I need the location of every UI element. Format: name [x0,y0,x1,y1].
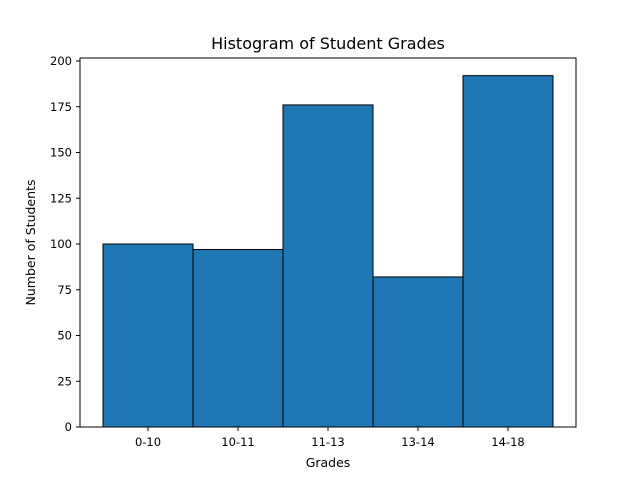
bar-13-14 [372,276,464,428]
y-ticks-group: 0 25 50 75 100 125 150 175 200 [50,54,80,434]
x-ticks-group: 0-10 10-11 11-13 13-14 14-18 [135,427,525,449]
bar-14-18 [462,75,554,428]
bar-0-10 [102,243,194,428]
y-tick-label: 175 [50,100,72,114]
plot-frame [79,57,577,428]
y-tick-label: 100 [50,237,72,251]
y-tick-label: 150 [50,146,72,160]
x-axis-label: Grades [306,455,351,470]
x-tick-label: 0-10 [135,435,161,449]
y-tick-label: 0 [65,420,72,434]
y-tick-label: 50 [57,329,72,343]
x-tick-label: 13-14 [401,435,434,449]
x-tick-label: 10-11 [221,435,254,449]
x-tick-label: 11-13 [311,435,344,449]
chart-title: Histogram of Student Grades [211,34,445,53]
y-tick-label: 125 [50,191,72,205]
y-tick-label: 25 [57,374,72,388]
x-tick-label: 14-18 [491,435,524,449]
bars-group [102,75,554,428]
bar-10-11 [192,248,284,428]
bar-11-13 [282,104,374,428]
y-tick-label: 200 [50,54,72,68]
y-axis-label: Number of Students [23,180,38,306]
y-tick-label: 75 [57,283,72,297]
